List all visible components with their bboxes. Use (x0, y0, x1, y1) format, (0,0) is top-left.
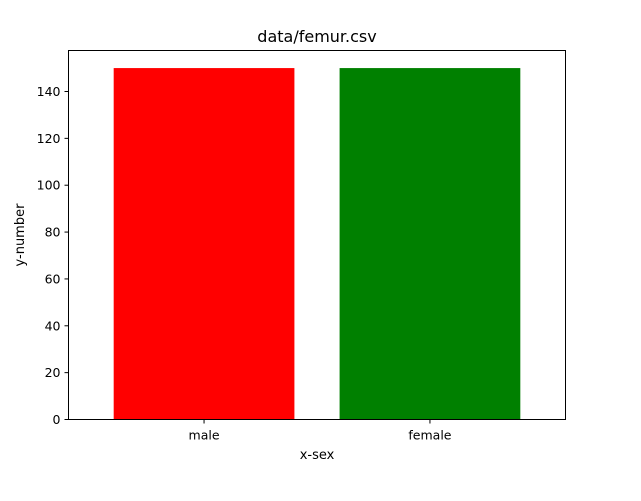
y-axis-label: y-number (13, 203, 28, 267)
bars-group (113, 68, 521, 420)
y-tick-label: 40 (45, 318, 61, 333)
x-axis-label: x-sex (300, 448, 335, 463)
y-tick-label: 0 (53, 412, 61, 427)
x-tick-label: male (189, 428, 220, 443)
y-axis-ticks: 0 20 40 60 80 100 120 140 (37, 84, 69, 427)
bar-male (113, 68, 295, 420)
chart-title: data/femur.csv (257, 27, 376, 46)
y-tick-label: 120 (37, 131, 61, 146)
y-tick-label: 100 (37, 178, 61, 193)
plot-frame (68, 50, 566, 420)
y-tick-label: 140 (37, 84, 61, 99)
x-tick-label: female (408, 428, 451, 443)
y-tick-label: 60 (45, 271, 61, 286)
y-tick-label: 20 (45, 365, 61, 380)
bar-female (339, 68, 521, 420)
x-axis-ticks: male female (189, 419, 452, 443)
y-tick-label: 80 (45, 225, 61, 240)
